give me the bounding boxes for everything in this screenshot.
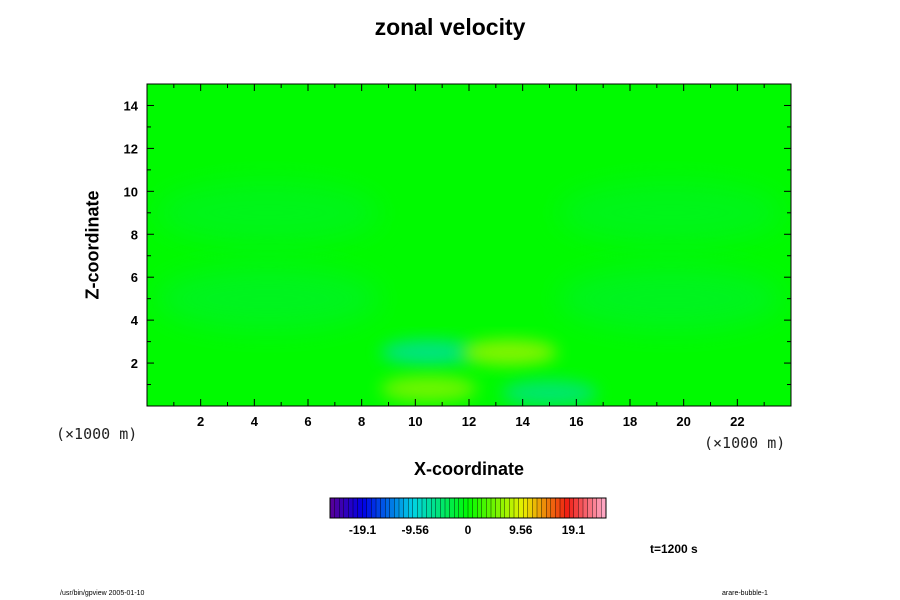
colorbar-segment [375, 497, 382, 519]
y-tick-label: 4 [131, 313, 139, 328]
colorbar-segment [334, 497, 340, 519]
footer-left: /usr/bin/gpview 2005-01-10 [60, 590, 145, 597]
colorbar-segment [440, 497, 446, 519]
colorbar-segment [541, 497, 547, 519]
colorbar-segment [536, 497, 543, 519]
colorbar-segment [573, 497, 579, 519]
colorbar-segment [587, 497, 593, 519]
colorbar-segment [467, 497, 474, 519]
y-unit-label: (×1000 m) [56, 425, 138, 443]
colorbar-segment [426, 497, 432, 519]
colorbar-segment [431, 497, 437, 519]
heatmap-feature [460, 339, 558, 366]
colorbar-tick-label: -9.56 [402, 523, 430, 537]
colorbar-segment [389, 497, 395, 519]
colorbar-tick-label: 19.1 [562, 523, 586, 537]
colorbar-segment [454, 497, 460, 519]
colorbar-segment [403, 497, 409, 519]
colorbar-segment [348, 497, 354, 519]
x-tick-label: 16 [569, 414, 583, 429]
colorbar-segment [394, 497, 400, 519]
colorbar-segment [357, 497, 363, 519]
colorbar-segment [532, 497, 538, 519]
colorbar-segment [463, 497, 469, 519]
colorbar-segment [564, 497, 570, 519]
colorbar-segment [546, 497, 552, 519]
colorbar-segment [592, 497, 598, 519]
y-tick-label: 12 [124, 141, 138, 156]
colorbar-segment [472, 497, 478, 519]
colorbar-tick-label: -19.1 [349, 523, 377, 537]
colorbar-segment [550, 497, 556, 519]
colorbar-segment [362, 497, 368, 519]
heatmap-feature [380, 339, 478, 366]
x-unit-label: (×1000 m) [704, 434, 786, 452]
colorbar-segment [582, 497, 589, 519]
x-tick-label: 2 [197, 414, 204, 429]
colorbar-segment [339, 497, 345, 519]
x-tick-label: 22 [730, 414, 744, 429]
x-axis-label: X-coordinate [413, 459, 524, 479]
colorbar-segment [421, 497, 428, 519]
colorbar-segment [504, 497, 510, 519]
x-tick-label: 4 [251, 414, 259, 429]
colorbar-segment [477, 497, 483, 519]
colorbar-segment [417, 497, 423, 519]
x-tick-label: 14 [515, 414, 530, 429]
y-tick-label: 6 [131, 270, 138, 285]
colorbar-segment [523, 497, 529, 519]
colorbar-segment [559, 497, 566, 519]
heatmap-feature [501, 380, 598, 406]
colorbar-segment [509, 497, 515, 519]
colorbar-segment [513, 497, 520, 519]
heatmap-feature [557, 266, 783, 331]
x-tick-label: 20 [676, 414, 690, 429]
colorbar-segment [435, 497, 441, 519]
colorbar-segment [555, 497, 561, 519]
colorbar-segment [490, 497, 497, 519]
heatmap-feature [380, 375, 478, 402]
colorbar-segment [380, 497, 386, 519]
colorbar-segment [458, 497, 464, 519]
colorbar-segment [371, 497, 377, 519]
footer-right: arare-bubble-1 [722, 590, 768, 597]
colorbar-segment [352, 497, 359, 519]
x-tick-label: 18 [623, 414, 637, 429]
colorbar-segment [385, 497, 391, 519]
x-tick-label: 8 [358, 414, 365, 429]
y-tick-label: 10 [124, 184, 138, 199]
y-tick-label: 8 [131, 227, 138, 242]
colorbar-segment [500, 497, 506, 519]
heatmap-feature [155, 266, 381, 331]
colorbar-segment [495, 497, 501, 519]
chart-title: zonal velocity [374, 14, 526, 40]
colorbar-segment [481, 497, 487, 519]
colorbar-segment [329, 497, 336, 519]
colorbar-segment [398, 497, 405, 519]
colorbar-segment [596, 497, 602, 519]
colorbar-segment [412, 497, 418, 519]
x-tick-label: 10 [408, 414, 422, 429]
colorbar-segment [408, 497, 414, 519]
colorbar-segment [486, 497, 492, 519]
colorbar-segment [527, 497, 533, 519]
x-tick-label: 12 [462, 414, 476, 429]
colorbar-segment [343, 497, 349, 519]
colorbar-segment [578, 497, 584, 519]
colorbar-tick-label: 9.56 [509, 523, 533, 537]
colorbar-tick-label: 0 [465, 523, 472, 537]
colorbar-segment [569, 497, 575, 519]
colorbar-segment [366, 497, 372, 519]
colorbar-segment [518, 497, 524, 519]
y-tick-label: 2 [131, 356, 138, 371]
colorbar-segment [444, 497, 451, 519]
x-tick-label: 6 [304, 414, 311, 429]
y-tick-label: 14 [124, 98, 139, 113]
colorbar-frame [329, 497, 607, 519]
heatmap-feature [155, 180, 381, 245]
heatmap-feature [557, 180, 783, 245]
time-label: t=1200 s [650, 542, 698, 556]
colorbar-segment [449, 497, 455, 519]
